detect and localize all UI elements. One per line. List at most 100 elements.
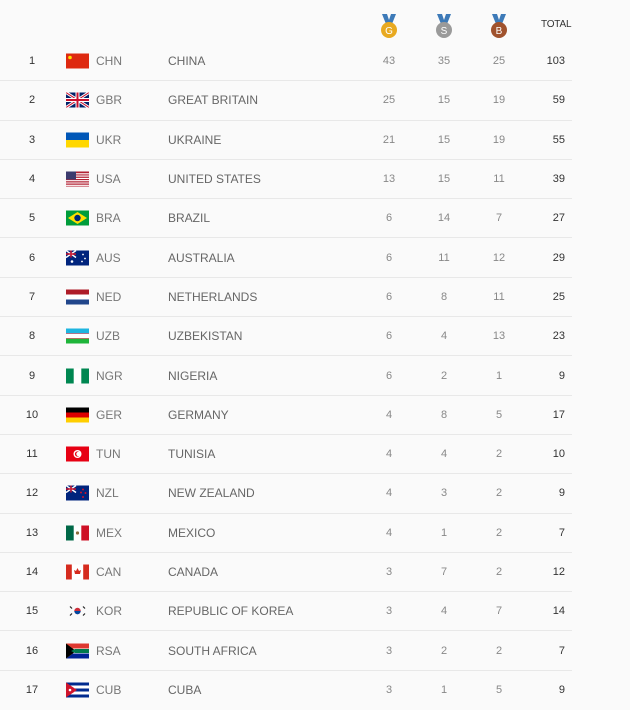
rank: 4 bbox=[28, 173, 36, 186]
country-name[interactable]: MEXICO bbox=[168, 525, 216, 540]
bronze-count: 1 bbox=[495, 369, 503, 382]
table-row[interactable]: 4 USA UNITED STATES 13 15 11 39 bbox=[0, 160, 572, 200]
country-code: TUN bbox=[96, 447, 121, 462]
table-row[interactable]: 9 NGR NIGERIA 6 2 1 9 bbox=[0, 356, 572, 396]
rank: 12 bbox=[25, 487, 39, 500]
table-row[interactable]: 10 GER GERMANY 4 8 5 17 bbox=[0, 396, 572, 435]
bronze-count: 7 bbox=[495, 212, 503, 225]
gold-count: 4 bbox=[385, 448, 393, 461]
flag-ger-icon bbox=[66, 407, 89, 423]
flag-kor-icon bbox=[66, 603, 89, 619]
country-name[interactable]: UKRAINE bbox=[168, 132, 222, 147]
table-row[interactable]: 5 BRA BRAZIL 6 14 7 27 bbox=[0, 199, 572, 239]
silver-medal-icon: S bbox=[434, 14, 454, 40]
country-name[interactable]: NETHERLANDS bbox=[168, 289, 258, 304]
country-code: CAN bbox=[96, 565, 122, 579]
flag-uzb-icon bbox=[66, 328, 89, 344]
bronze-count: 11 bbox=[493, 290, 505, 303]
rank: 1 bbox=[28, 55, 36, 68]
country-code: NZL bbox=[96, 486, 119, 501]
country-code: GER bbox=[96, 407, 123, 422]
gold-count: 13 bbox=[382, 173, 396, 186]
table-row[interactable]: 11 TUN TUNISIA 4 4 2 10 bbox=[0, 435, 572, 475]
country-name[interactable]: SOUTH AFRICA bbox=[168, 643, 257, 658]
rank: 5 bbox=[28, 212, 36, 225]
country-name[interactable]: TUNISIA bbox=[168, 447, 216, 462]
country-name[interactable]: UZBEKISTAN bbox=[168, 329, 243, 344]
silver-count: 1 bbox=[440, 684, 448, 697]
country-name[interactable]: NIGERIA bbox=[168, 368, 218, 383]
rank: 14 bbox=[25, 566, 39, 578]
country-name[interactable]: CUBA bbox=[168, 683, 202, 698]
gold-count: 6 bbox=[385, 369, 393, 382]
country-name[interactable]: AUSTRALIA bbox=[168, 250, 235, 265]
silver-count: 14 bbox=[437, 212, 451, 225]
rank: 16 bbox=[25, 644, 39, 657]
flag-can-icon bbox=[66, 564, 89, 580]
bronze-medal-icon: B bbox=[489, 14, 509, 40]
silver-count: 1 bbox=[440, 526, 448, 539]
rank: 8 bbox=[28, 330, 36, 343]
rank: 2 bbox=[28, 94, 36, 107]
silver-count: 15 bbox=[437, 173, 451, 186]
flag-bra-icon bbox=[66, 210, 89, 226]
table-row[interactable]: 12 NZL NEW ZEALAND 4 3 2 9 bbox=[0, 474, 572, 514]
rank: 9 bbox=[28, 369, 36, 382]
rank: 17 bbox=[25, 684, 39, 697]
country-code: CUB bbox=[96, 683, 122, 698]
country-name[interactable]: CHINA bbox=[168, 54, 206, 69]
bronze-count: 19 bbox=[492, 94, 506, 107]
total-count: 103 bbox=[546, 55, 565, 68]
rank: 7 bbox=[28, 290, 36, 303]
table-row[interactable]: 15 KOR REPUBLIC OF KOREA 3 4 7 14 bbox=[0, 592, 572, 632]
table-row[interactable]: 6 AUS AUSTRALIA 6 11 12 29 bbox=[0, 238, 572, 278]
medal-table: 1 CHN CHINA 43 35 25 103 2 GBR GREAT BRI… bbox=[0, 42, 572, 710]
total-count: 23 bbox=[552, 330, 565, 343]
bronze-count: 2 bbox=[495, 487, 503, 500]
silver-count: 3 bbox=[440, 487, 448, 500]
table-header: G S B TOTAL bbox=[0, 0, 630, 42]
gold-count: 25 bbox=[382, 94, 396, 107]
total-count: 9 bbox=[558, 487, 565, 500]
total-count: 39 bbox=[552, 173, 565, 186]
total-count: 7 bbox=[558, 526, 565, 539]
silver-count: 4 bbox=[440, 448, 448, 461]
country-name[interactable]: BRAZIL bbox=[168, 211, 211, 226]
flag-mex-icon bbox=[66, 525, 89, 541]
table-row[interactable]: 2 GBR GREAT BRITAIN 25 15 19 59 bbox=[0, 81, 572, 121]
flag-tun-icon bbox=[66, 446, 89, 462]
total-count: 29 bbox=[552, 251, 565, 264]
table-row[interactable]: 17 CUB CUBA 3 1 5 9 bbox=[0, 671, 572, 710]
gold-count: 6 bbox=[385, 251, 393, 264]
table-row[interactable]: 7 NED NETHERLANDS 6 8 11 25 bbox=[0, 278, 572, 318]
country-name[interactable]: UNITED STATES bbox=[168, 172, 261, 187]
silver-count: 35 bbox=[437, 55, 451, 68]
total-count: 14 bbox=[552, 605, 565, 618]
gold-count: 3 bbox=[385, 684, 393, 697]
gold-count: 6 bbox=[385, 290, 393, 303]
total-count: 59 bbox=[552, 94, 565, 107]
gold-count: 4 bbox=[385, 526, 393, 539]
silver-count: 4 bbox=[440, 605, 448, 618]
gold-count: 21 bbox=[382, 133, 396, 146]
medal-letter: S bbox=[441, 26, 448, 37]
rank: 11 bbox=[26, 448, 38, 461]
rank: 3 bbox=[28, 133, 36, 146]
total-count: 12 bbox=[552, 566, 565, 578]
flag-rsa-icon bbox=[66, 643, 89, 659]
table-row[interactable]: 14 CAN CANADA 3 7 2 12 bbox=[0, 553, 572, 593]
country-name[interactable]: REPUBLIC OF KOREA bbox=[168, 604, 294, 619]
gold-count: 6 bbox=[385, 330, 393, 343]
country-name[interactable]: GREAT BRITAIN bbox=[168, 93, 259, 108]
bronze-count: 25 bbox=[492, 55, 506, 68]
table-row[interactable]: 16 RSA SOUTH AFRICA 3 2 2 7 bbox=[0, 631, 572, 671]
country-name[interactable]: CANADA bbox=[168, 565, 219, 579]
total-count: 9 bbox=[558, 684, 565, 697]
table-row[interactable]: 1 CHN CHINA 43 35 25 103 bbox=[0, 42, 572, 82]
table-row[interactable]: 3 UKR UKRAINE 21 15 19 55 bbox=[0, 121, 572, 160]
table-row[interactable]: 8 UZB UZBEKISTAN 6 4 13 23 bbox=[0, 317, 572, 357]
silver-count: 4 bbox=[440, 330, 448, 343]
country-name[interactable]: NEW ZEALAND bbox=[168, 486, 255, 501]
country-name[interactable]: GERMANY bbox=[168, 407, 229, 422]
table-row[interactable]: 13 MEX MEXICO 4 1 2 7 bbox=[0, 514, 572, 553]
